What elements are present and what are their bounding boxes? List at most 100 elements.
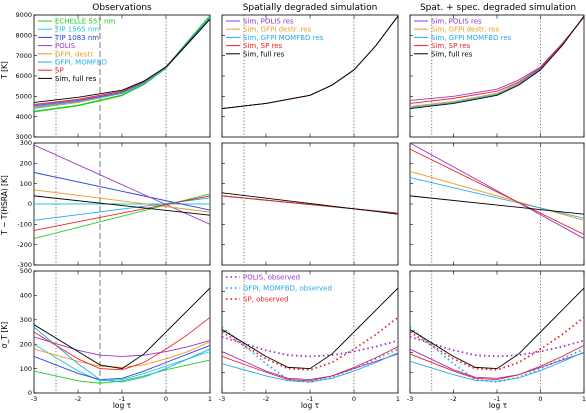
- panel-ssdeg-sigma: -3 -2 -1 0 1: [407, 270, 586, 403]
- y-tick-label: 3000: [15, 133, 32, 141]
- y-tick-label: 4000: [15, 113, 32, 121]
- x-tick-label: 0: [164, 395, 168, 403]
- legend-entry: GFPI, MOMFBD, observed: [243, 285, 332, 293]
- x-tick-label: 1: [396, 395, 400, 403]
- legend-entry: ECHELLE 557 nm: [55, 18, 115, 26]
- x-label-col1: log τ: [113, 401, 132, 410]
- y-label-temperature: T [K]: [0, 61, 9, 80]
- legend-entry: Sim, GFPI MOMFBD res: [431, 34, 512, 42]
- series-line-gfpi_momfbd: [222, 352, 398, 383]
- series-line-sim: [410, 287, 584, 370]
- y-tick-label: 8000: [15, 32, 32, 40]
- plot-area: [222, 271, 398, 393]
- x-tick-label: -1: [119, 395, 125, 403]
- y-tick-label: 200: [20, 340, 32, 348]
- series-line-polis: [410, 348, 584, 379]
- x-tick-label: -1: [494, 395, 500, 403]
- series-line-sp: [34, 195, 210, 231]
- plot-area: [222, 143, 398, 265]
- y-tick-label: 5000: [15, 93, 32, 101]
- series-line-gfpi_momfbd: [34, 326, 210, 383]
- series-line-gfpi_momfbd: [222, 326, 398, 383]
- plot-frame: [33, 270, 211, 394]
- legend-entry: GFPI, MOMFBD: [55, 59, 107, 67]
- series-line-tip1083: [34, 172, 210, 211]
- x-tick-label: 0: [538, 395, 542, 403]
- legend-entry: POLIS: [55, 42, 76, 50]
- y-tick-label: 300: [20, 139, 32, 147]
- legend-entry: Sim, SP res: [431, 42, 471, 50]
- panel-sdeg-dt: [221, 142, 399, 266]
- panel-sdeg-sigma: -3 -2 -1 0 1 POLIS, observed GFPI, MOMFBD, obs…: [219, 270, 400, 403]
- series-line-sim: [34, 18, 210, 103]
- series-line-tip1565: [34, 343, 210, 382]
- legend-entry: Sim, GFPI destr. res: [243, 26, 311, 34]
- y-tick-label: 200: [20, 160, 32, 168]
- y-tick-label: 9000: [15, 11, 32, 19]
- x-tick-label: -2: [75, 395, 81, 403]
- y-tick-label: 6000: [15, 72, 32, 80]
- series-line-gfpi_momfbd: [410, 351, 584, 382]
- series-line-echelle: [34, 359, 210, 384]
- x-tick-label: -3: [219, 395, 225, 403]
- series-line-sim: [34, 195, 210, 216]
- series-line-sim: [222, 192, 398, 215]
- y-tick-label: -300: [17, 261, 32, 269]
- plot-frame: [221, 142, 399, 266]
- y-label-temperature-difference: T − T(HSRA) [K]: [0, 175, 9, 236]
- legend-entry: Sim, GFPI MOMFBD res: [243, 34, 324, 42]
- y-tick-label: -200: [17, 241, 32, 249]
- plot-area: [410, 15, 584, 137]
- series-line-sim: [222, 15, 398, 109]
- series-line-sim: [222, 287, 398, 370]
- series-line-tip1083: [34, 345, 210, 381]
- x-tick-label: -3: [31, 395, 37, 403]
- legend-entry: Sim, POLIS res: [431, 18, 482, 26]
- legend-entry: Sim, full res: [243, 50, 285, 58]
- legend-entry: Sim, POLIS res: [243, 18, 294, 26]
- plot-area: [222, 15, 398, 137]
- panel-obs-temperature: 3000 4000 5000 6000 7000 8000 9000 ECHELLE 557 …: [15, 11, 211, 141]
- plot-frame: [409, 142, 585, 266]
- column-title-spatially-degraded: Spatially degraded simulation: [243, 3, 378, 13]
- series-line-sp: [410, 345, 584, 381]
- series-line-sp: [222, 346, 398, 382]
- legend-entry: SP, observed: [243, 296, 289, 304]
- legend-entry: Sim, GFPI destr. res: [431, 26, 499, 34]
- column-title-spatial-spectral-degraded: Spat. + spec. degraded simulation: [420, 3, 576, 13]
- x-label-col2: log τ: [301, 401, 320, 410]
- panel-ssdeg-dt: [409, 142, 585, 266]
- legend-entry: TIP 1565 nm: [54, 26, 99, 34]
- series-line-sp: [410, 316, 584, 371]
- series-line-polis: [34, 336, 210, 357]
- series-line-sp: [410, 148, 584, 235]
- series-line-sim: [410, 195, 584, 215]
- series-line-sim: [34, 287, 210, 370]
- series-line-echelle: [34, 15, 210, 113]
- y-tick-label: 100: [20, 365, 32, 373]
- panel-obs-sigma: -3 -2 -1 0 1 0 100 200 300 400 500: [20, 267, 212, 403]
- series-line-sp: [410, 16, 584, 104]
- plot-area: [410, 143, 584, 265]
- plot-area: [34, 143, 210, 265]
- y-tick-label: 0: [28, 389, 32, 397]
- series-line-sp: [222, 316, 398, 371]
- series-line-gfpi_destr: [410, 171, 584, 221]
- plot-area: [34, 15, 210, 137]
- y-tick-label: 500: [20, 267, 32, 275]
- series-line-polis: [34, 144, 210, 225]
- legend-entry: GFPI, destr.: [55, 50, 95, 58]
- y-tick-label: -100: [17, 221, 32, 229]
- y-tick-label: 100: [20, 180, 32, 188]
- series-line-gfpi_destr: [34, 189, 210, 213]
- y-label-sigma: σ_T [K]: [0, 322, 9, 348]
- plot-area: [410, 271, 584, 393]
- series-line-polis: [222, 351, 398, 381]
- series-line-polis: [410, 143, 584, 239]
- plot-frame: [409, 270, 585, 394]
- legend-entry: POLIS, observed: [243, 274, 300, 282]
- x-tick-label: -2: [450, 395, 456, 403]
